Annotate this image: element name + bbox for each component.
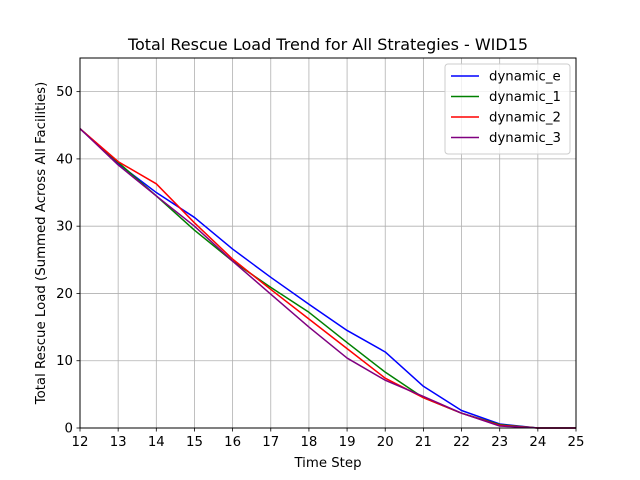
- y-tick-label: 50: [56, 85, 73, 100]
- y-tick-label: 30: [56, 220, 73, 235]
- legend-label: dynamic_3: [489, 131, 561, 146]
- y-axis-ticks: 0 10 20 30 40 50: [56, 85, 80, 437]
- x-tick-label: 14: [148, 435, 165, 450]
- x-tick-label: 17: [262, 435, 279, 450]
- x-tick-label: 25: [568, 435, 585, 450]
- series-lines: [79, 128, 576, 429]
- series-line-dynamic_e: [79, 128, 576, 429]
- series-line-dynamic_3: [79, 128, 576, 429]
- x-tick-label: 24: [529, 435, 546, 450]
- y-axis-title: Total Rescue Load (Summed Across All Fac…: [34, 82, 49, 406]
- plot-frame: [79, 57, 577, 429]
- x-tick-label: 21: [415, 435, 432, 450]
- legend: dynamic_e dynamic_1 dynamic_2 dynamic_3: [444, 63, 571, 155]
- chart-title: Total Rescue Load Trend for All Strategi…: [127, 35, 528, 54]
- x-tick-label: 13: [110, 435, 127, 450]
- x-tick-label: 12: [72, 435, 89, 450]
- x-axis-title: Time Step: [293, 456, 361, 471]
- x-tick-label: 16: [224, 435, 241, 450]
- x-axis-ticks: 12 13 14 15 16 17 18 19 20 21 22 23 24 25: [72, 428, 585, 450]
- y-tick-label: 40: [56, 152, 73, 167]
- legend-label: dynamic_1: [489, 90, 561, 105]
- legend-box: [444, 63, 571, 155]
- x-tick-label: 19: [339, 435, 356, 450]
- y-tick-label: 20: [56, 287, 73, 302]
- x-tick-label: 23: [491, 435, 508, 450]
- x-tick-label: 18: [300, 435, 317, 450]
- x-tick-label: 22: [453, 435, 470, 450]
- y-tick-label: 10: [56, 354, 73, 369]
- legend-label: dynamic_e: [489, 70, 561, 85]
- x-tick-label: 15: [186, 435, 203, 450]
- y-tick-label: 0: [65, 422, 73, 437]
- legend-label: dynamic_2: [489, 111, 561, 126]
- x-tick-label: 20: [377, 435, 394, 450]
- grid-lines: [79, 58, 577, 429]
